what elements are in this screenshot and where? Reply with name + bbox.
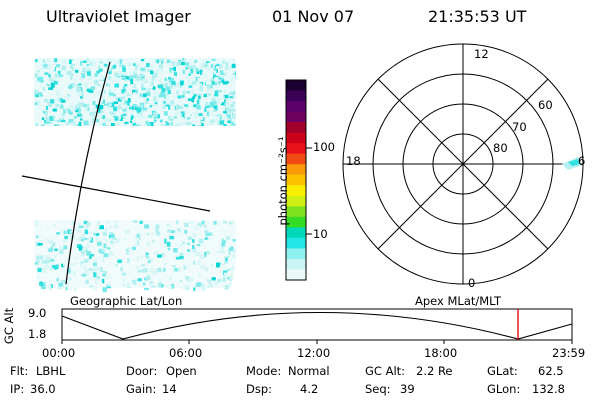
colorbar-segment [286,111,306,123]
info-dsp-value: 4.2 [300,382,319,396]
info-dsp-key: Dsp: [246,382,273,396]
colorbar-segment [286,195,306,207]
colorbar-segment [286,101,306,113]
colorbar-segment [286,269,306,281]
mlt-label-0: 0 [468,276,476,290]
mlat-label-60: 60 [538,98,553,112]
time-tick-2359: 23:59 [552,346,586,360]
info-flt-value: LBHL [36,364,66,378]
colorbar-segment [286,248,306,260]
info-door-key: Door: [126,364,158,378]
uv-emission-top [34,58,236,126]
colorbar-segment [286,80,306,92]
mlt-label-18: 18 [346,154,361,168]
altitude-tick-9: 9.0 [28,306,47,320]
info-mode-key: Mode: [246,364,282,378]
colorbar-segment [286,174,306,186]
time-label: 21:35:53 UT [428,7,527,26]
info-ip-value: 36.0 [30,382,56,396]
info-mode-value: Normal [288,364,330,378]
info-gain-value: 14 [162,382,177,396]
colorbar-label-100: 100 [313,140,335,154]
colorbar-segment [286,90,306,102]
colorbar-segment [286,143,306,155]
mlat-label-70: 70 [512,120,527,134]
info-door-value: Open [166,364,197,378]
info-glat-key: GLat: [487,364,518,378]
time-tick-0600: 06:00 [169,346,203,360]
info-flt-key: Flt: [10,364,29,378]
colorbar-segment [286,227,306,239]
diagonal-line-b [377,78,549,250]
colorbar-segment [286,132,306,144]
info-seq-value: 39 [400,382,415,396]
colorbar-segment [286,164,306,176]
mlat-label-80: 80 [493,141,508,155]
info-glon-value: 132.8 [532,382,565,396]
colorbar-segment [286,258,306,271]
altitude-tick-1-8: 1.8 [28,327,47,341]
polar-dial [342,43,584,285]
colorbar-label-10: 10 [313,227,328,241]
info-glat-value: 62.5 [538,364,564,378]
geographic-panel-label: Geographic Lat/Lon [70,294,183,308]
mlt-label-6: 6 [578,154,586,168]
colorbar-segment [286,122,306,134]
colorbar-segment [286,206,306,218]
time-tick-1800: 18:00 [424,346,458,360]
info-seq-key: Seq: [365,382,391,396]
altitude-plot [61,308,573,344]
altitude-curve [61,312,573,340]
info-gcalt-key: GC Alt: [365,364,406,378]
colorbar-segment [286,153,306,165]
colorbar-segment [286,216,306,228]
geographic-image [21,58,236,293]
colorbar-segment [286,185,306,197]
latitude-line [21,175,211,212]
colorbar-unit-label: photon cm⁻²s⁻¹ [276,136,290,226]
info-gain-key: Gain: [126,382,157,396]
uv-emission-bottom [34,220,236,293]
info-ip-key: IP: [10,382,25,396]
longitude-line [65,61,111,285]
color-bar [285,79,312,281]
apex-panel-label: Apex MLat/MLT [415,294,502,308]
time-tick-1200: 12:00 [297,346,331,360]
mlt-label-12: 12 [474,47,489,61]
time-tick-0000: 00:00 [42,346,76,360]
instrument-title: Ultraviolet Imager [46,7,191,26]
colorbar-segment [286,237,306,250]
info-glon-key: GLon: [487,382,521,396]
info-gcalt-value: 2.2 Re [416,364,453,378]
altitude-axis-label: GC Alt [2,307,16,345]
date-label: 01 Nov 07 [272,7,355,26]
